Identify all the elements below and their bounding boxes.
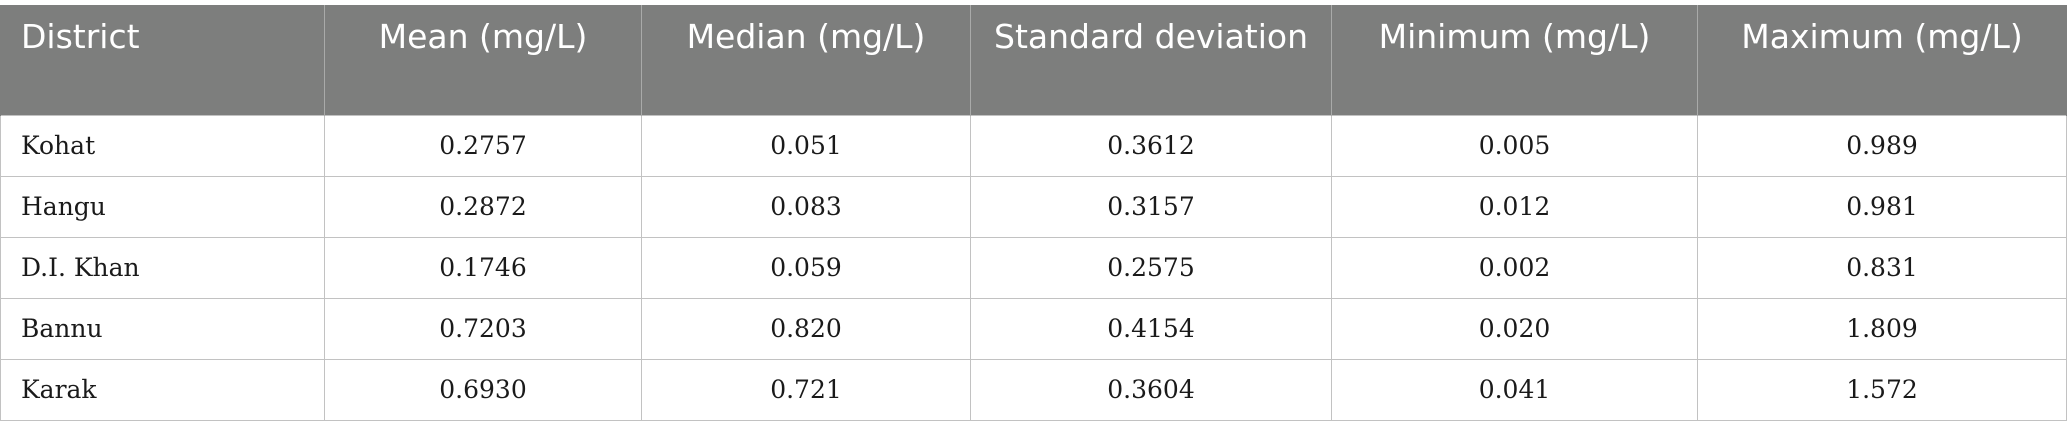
cell-district: Hangu	[0, 175, 325, 238]
cell-mean: 0.2757	[324, 114, 642, 177]
cell-minimum: 0.020	[1331, 297, 1698, 360]
table-row: Bannu 0.7203 0.820 0.4154 0.020 1.809	[0, 297, 2067, 360]
cell-median: 0.059	[641, 236, 971, 299]
header-median: Median (mg/L)	[641, 5, 971, 115]
cell-median: 0.051	[641, 114, 971, 177]
table-row: Karak 0.6930 0.721 0.3604 0.041 1.572	[0, 358, 2067, 421]
cell-standard-deviation: 0.3157	[970, 175, 1332, 238]
header-mean: Mean (mg/L)	[324, 5, 642, 115]
header-district: District	[0, 5, 325, 115]
cell-standard-deviation: 0.3604	[970, 358, 1332, 421]
cell-mean: 0.1746	[324, 236, 642, 299]
cell-standard-deviation: 0.4154	[970, 297, 1332, 360]
cell-maximum: 0.989	[1697, 114, 2067, 177]
cell-median: 0.083	[641, 175, 971, 238]
table-row: Kohat 0.2757 0.051 0.3612 0.005 0.989	[0, 114, 2067, 177]
statistics-table-container: District Mean (mg/L) Median (mg/L) Stand…	[0, 5, 2067, 421]
header-minimum: Minimum (mg/L)	[1331, 5, 1698, 115]
cell-district: Bannu	[0, 297, 325, 360]
cell-median: 0.820	[641, 297, 971, 360]
cell-minimum: 0.005	[1331, 114, 1698, 177]
district-statistics-table: District Mean (mg/L) Median (mg/L) Stand…	[0, 5, 2067, 421]
table-header: District Mean (mg/L) Median (mg/L) Stand…	[0, 5, 2067, 115]
cell-minimum: 0.012	[1331, 175, 1698, 238]
header-row: District Mean (mg/L) Median (mg/L) Stand…	[0, 5, 2067, 115]
cell-mean: 0.2872	[324, 175, 642, 238]
table-row: D.I. Khan 0.1746 0.059 0.2575 0.002 0.83…	[0, 236, 2067, 299]
cell-district: Kohat	[0, 114, 325, 177]
cell-district: Karak	[0, 358, 325, 421]
table-row: Hangu 0.2872 0.083 0.3157 0.012 0.981	[0, 175, 2067, 238]
table-body: Kohat 0.2757 0.051 0.3612 0.005 0.989 Ha…	[0, 114, 2067, 421]
header-maximum: Maximum (mg/L)	[1697, 5, 2067, 115]
cell-maximum: 1.572	[1697, 358, 2067, 421]
cell-maximum: 1.809	[1697, 297, 2067, 360]
cell-standard-deviation: 0.3612	[970, 114, 1332, 177]
cell-mean: 0.7203	[324, 297, 642, 360]
cell-median: 0.721	[641, 358, 971, 421]
cell-mean: 0.6930	[324, 358, 642, 421]
cell-standard-deviation: 0.2575	[970, 236, 1332, 299]
cell-maximum: 0.981	[1697, 175, 2067, 238]
cell-maximum: 0.831	[1697, 236, 2067, 299]
cell-minimum: 0.002	[1331, 236, 1698, 299]
header-standard-deviation: Standard deviation	[970, 5, 1332, 115]
cell-minimum: 0.041	[1331, 358, 1698, 421]
cell-district: D.I. Khan	[0, 236, 325, 299]
